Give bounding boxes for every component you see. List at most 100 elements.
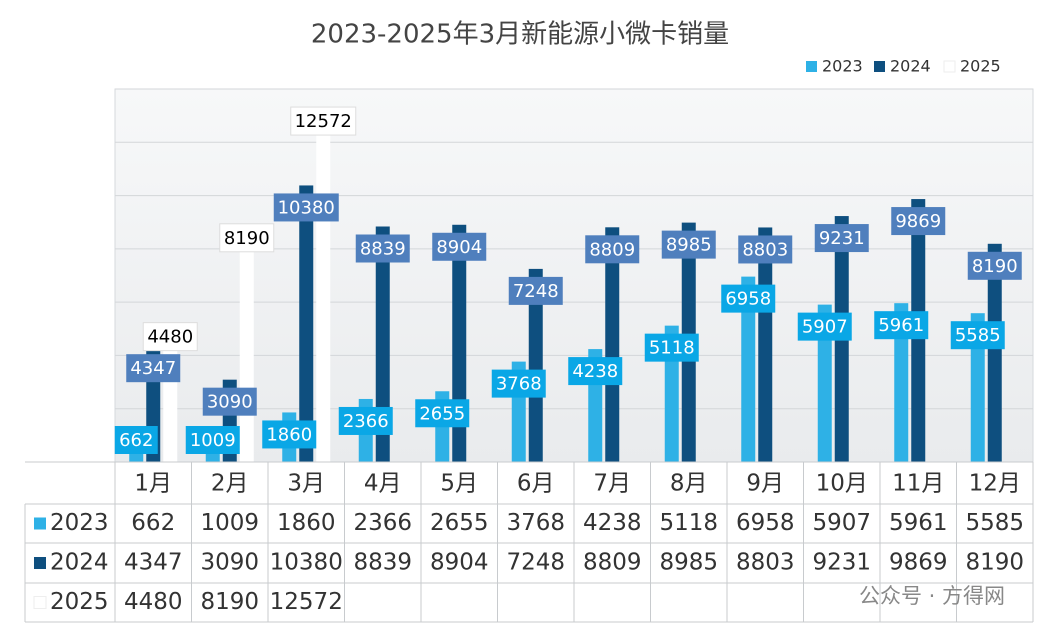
legend-swatch [34, 557, 46, 569]
value-label-box [950, 321, 1005, 350]
value-label-box [114, 426, 158, 454]
value-label: 10380 [278, 197, 335, 218]
x-tick-label: 1月 [134, 471, 172, 497]
value-label-box [219, 223, 275, 253]
value-label-box [738, 235, 793, 264]
bar [316, 127, 331, 463]
table-value: 5585 [965, 510, 1024, 536]
x-tick-label: 7月 [593, 471, 631, 497]
value-label-box [415, 399, 470, 428]
value-label: 8809 [589, 239, 635, 260]
x-tick-label: 3月 [287, 471, 325, 497]
bar [375, 226, 390, 462]
bar [987, 243, 1002, 462]
value-label-box [432, 232, 487, 261]
table-value: 3090 [200, 550, 259, 576]
value-label-box [290, 106, 357, 136]
value-label: 662 [119, 430, 153, 451]
x-tick-label: 11月 [892, 471, 944, 497]
table-value: 7248 [506, 550, 565, 576]
value-label: 9231 [819, 228, 865, 249]
bar [970, 313, 985, 462]
table-value: 6958 [736, 510, 795, 536]
value-label: 8803 [742, 239, 788, 260]
x-tick-label: 6月 [517, 471, 555, 497]
value-label-box [721, 284, 776, 313]
legend-swatch [874, 61, 885, 72]
x-tick-label: 9月 [746, 471, 784, 497]
table-value: 8904 [430, 550, 489, 576]
value-label: 5907 [802, 317, 848, 338]
table-series-name: 2023 [50, 510, 109, 536]
legend-label: 2025 [960, 57, 1001, 76]
x-tick-label: 8月 [670, 471, 708, 497]
table-value: 3768 [506, 510, 565, 536]
table-value: 4238 [583, 510, 642, 536]
table-value: 4480 [124, 589, 183, 615]
bar [239, 243, 254, 462]
table-value: 8839 [353, 550, 412, 576]
legend-label: 2024 [890, 57, 931, 76]
table-value: 5961 [889, 510, 948, 536]
value-label: 4347 [130, 358, 176, 379]
bar [894, 303, 909, 462]
value-label-box [355, 234, 410, 263]
value-label-box [874, 311, 929, 340]
value-label-box [273, 193, 339, 222]
table-value: 1860 [277, 510, 336, 536]
value-label-box [202, 387, 257, 416]
bar [528, 268, 543, 462]
table-value: 1009 [200, 510, 259, 536]
value-label-box [126, 354, 181, 383]
table-value: 9231 [812, 550, 871, 576]
table-value: 9869 [889, 550, 948, 576]
value-label-box [142, 322, 198, 352]
table-value: 8809 [583, 550, 642, 576]
value-label: 7248 [513, 281, 559, 302]
value-label: 5961 [878, 315, 924, 336]
table-value: 8190 [200, 589, 259, 615]
legend-swatch [943, 60, 956, 73]
x-tick-label: 12月 [969, 471, 1021, 497]
legend-swatch [33, 596, 47, 609]
value-label: 3768 [496, 374, 542, 395]
bar [817, 304, 832, 462]
legend-swatch [806, 61, 817, 72]
value-label: 8904 [436, 237, 482, 258]
x-tick-label: 4月 [364, 471, 402, 497]
value-label-box [814, 224, 869, 253]
value-label-box [262, 420, 317, 449]
value-label: 8839 [360, 239, 406, 260]
value-label: 6958 [725, 289, 771, 310]
table-value: 5907 [812, 510, 871, 536]
table-series-name: 2025 [50, 589, 109, 615]
x-tick-label: 5月 [440, 471, 478, 497]
chart-title: 2023-2025年3月新能源小微卡销量 [311, 20, 729, 50]
value-label: 1860 [266, 424, 312, 445]
value-label: 4238 [572, 361, 618, 382]
x-tick-label: 10月 [816, 471, 868, 497]
bar [741, 276, 756, 462]
value-label: 8190 [972, 256, 1018, 277]
value-label: 2366 [343, 411, 389, 432]
table-value: 12572 [270, 589, 343, 615]
value-label: 8190 [224, 228, 270, 249]
value-label-box [644, 333, 699, 362]
watermark: 公众号 · 方得网 [859, 584, 1005, 608]
x-tick-label: 2月 [211, 471, 249, 497]
plot-area [114, 88, 1034, 463]
value-label: 5585 [955, 325, 1001, 346]
value-label-box [891, 207, 946, 236]
value-label-box [661, 230, 716, 259]
value-label: 3090 [207, 392, 253, 413]
table-value: 4347 [124, 550, 183, 576]
table-value: 8985 [659, 550, 718, 576]
table-value: 2366 [353, 510, 412, 536]
table-value: 2655 [430, 510, 489, 536]
table-value: 10380 [270, 550, 343, 576]
bar [605, 227, 620, 462]
value-label: 5118 [649, 338, 695, 359]
table-series-name: 2024 [50, 550, 109, 576]
value-label: 1009 [190, 430, 236, 451]
